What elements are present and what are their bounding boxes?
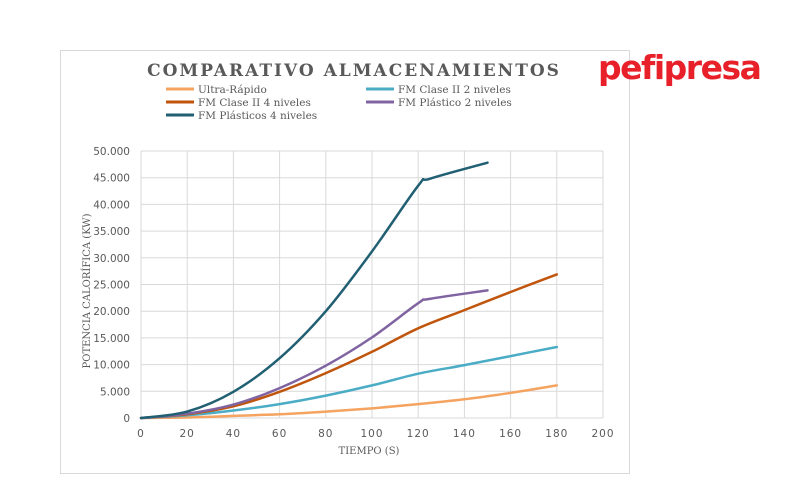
x-axis-label: TIEMPO (S) [339,446,400,457]
legend-label: FM Plásticos 4 niveles [198,110,317,122]
line-chart: COMPARATIVO ALMACENAMIENTOS Ultra-Rápido… [81,61,614,457]
series-line-5 [139,161,489,420]
y-axis-label: POTENCIA CALORÍFICA (KW) [81,213,93,368]
y-axis-ticks: 0 5.000 10.000 15.000 20.000 25.000 30.000 35.0… [93,146,130,425]
y-tick-label: 30.000 [93,253,130,265]
y-tick-label: 10.000 [93,360,130,372]
x-tick-label: 60 [272,428,287,440]
y-tick-label: 35.000 [93,226,130,238]
legend-label: FM Plástico 2 niveles [398,97,512,109]
y-tick-label: 45.000 [93,173,130,185]
x-tick-label: 0 [137,428,145,440]
y-tick-label: 40.000 [93,199,130,211]
y-tick-label: 50.000 [93,146,130,158]
y-tick-label: 25.000 [93,280,130,292]
x-tick-label: 80 [318,428,333,440]
x-tick-label: 140 [453,428,476,440]
chart-frame: COMPARATIVO ALMACENAMIENTOS Ultra-Rápido… [60,50,630,474]
x-tick-label: 40 [226,428,241,440]
x-tick-label: 200 [591,428,614,440]
x-tick-label: 120 [407,428,430,440]
x-tick-label: 160 [499,428,522,440]
x-axis-ticks: 0 20 40 60 80 100 120 140 160 180 200 [137,428,614,440]
x-tick-label: 100 [360,428,383,440]
legend-label: Ultra-Rápido [198,84,267,96]
y-tick-label: 0 [123,413,130,425]
series-line-4 [139,289,489,420]
chart-legend: Ultra-Rápido FM Clase II 2 niveles FM Clas… [166,84,512,122]
series-line-1 [139,384,559,420]
y-tick-label: 15.000 [93,333,130,345]
y-tick-label: 5.000 [100,386,130,398]
chart-title: COMPARATIVO ALMACENAMIENTOS [147,61,561,81]
legend-label: FM Clase II 2 niveles [398,84,511,96]
chart-grid [140,150,604,419]
y-tick-label: 20.000 [93,306,130,318]
x-tick-label: 20 [180,428,195,440]
pefipresa-logo: pefipresa [598,48,762,87]
chart-series [139,161,559,420]
legend-label: FM Clase II 4 niveles [198,97,311,109]
series-line-2 [139,345,559,420]
x-tick-label: 180 [545,428,568,440]
